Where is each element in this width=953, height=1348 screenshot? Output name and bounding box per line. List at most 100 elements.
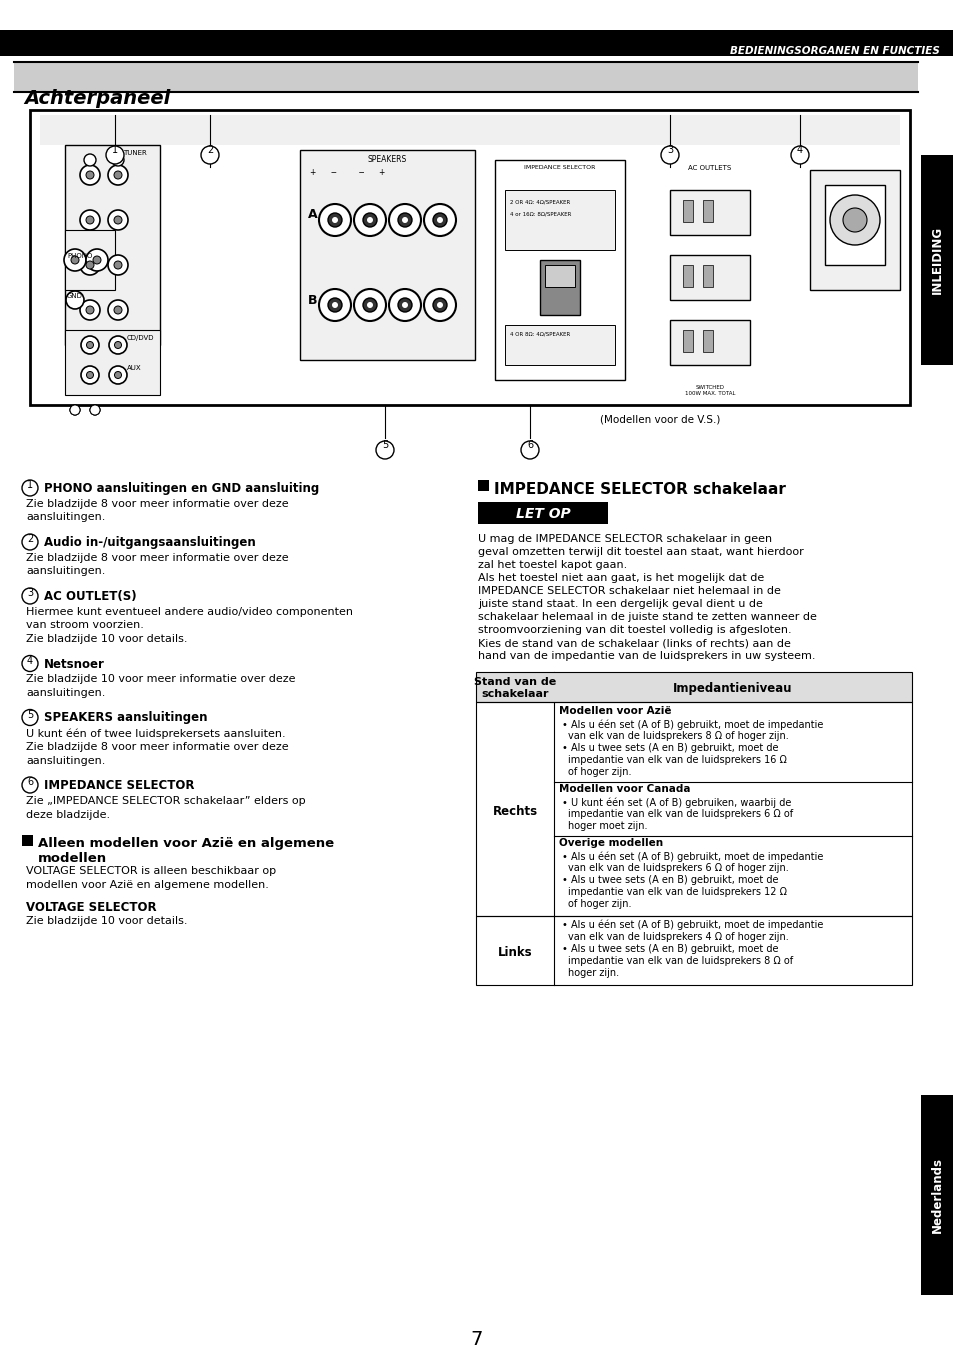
Text: • Als u twee sets (A en B) gebruikt, moet de: • Als u twee sets (A en B) gebruikt, moe… <box>561 944 778 954</box>
Circle shape <box>108 164 128 185</box>
Bar <box>539 260 579 315</box>
Text: Modellen voor Canada: Modellen voor Canada <box>558 785 690 794</box>
Text: 1: 1 <box>27 480 33 491</box>
Text: 6: 6 <box>526 439 533 450</box>
Circle shape <box>108 255 128 275</box>
Text: Zie bladzijde 8 voor meer informatie over deze: Zie bladzijde 8 voor meer informatie ove… <box>26 499 289 510</box>
Text: aansluitingen.: aansluitingen. <box>26 687 105 698</box>
Text: IMPEDANCE SELECTOR: IMPEDANCE SELECTOR <box>44 779 194 793</box>
Text: impedantie van elk van de luidsprekers 16 Ω: impedantie van elk van de luidsprekers 1… <box>567 755 786 766</box>
Circle shape <box>109 367 127 384</box>
Text: IMPEDANCE SELECTOR schakelaar: IMPEDANCE SELECTOR schakelaar <box>494 483 785 497</box>
Circle shape <box>108 301 128 319</box>
Text: zal het toestel kapot gaan.: zal het toestel kapot gaan. <box>477 559 626 570</box>
Text: AC OUTLETS: AC OUTLETS <box>688 164 731 171</box>
Text: of hoger zijn.: of hoger zijn. <box>567 767 631 776</box>
Text: Netsnoer: Netsnoer <box>44 658 105 670</box>
Text: geval omzetten terwijl dit toestel aan staat, want hierdoor: geval omzetten terwijl dit toestel aan s… <box>477 547 803 557</box>
Bar <box>824 185 884 266</box>
Text: Zie „IMPEDANCE SELECTOR schakelaar” elders op: Zie „IMPEDANCE SELECTOR schakelaar” elde… <box>26 797 305 806</box>
Text: VOLTAGE SELECTOR is alleen beschikbaar op: VOLTAGE SELECTOR is alleen beschikbaar o… <box>26 865 275 876</box>
Bar <box>669 190 749 235</box>
Circle shape <box>318 204 351 236</box>
Bar <box>40 115 899 146</box>
Bar <box>669 319 749 365</box>
Text: Stand van de
schakelaar: Stand van de schakelaar <box>474 677 556 700</box>
Text: impedantie van elk van de luidsprekers 8 Ω of: impedantie van elk van de luidsprekers 8… <box>567 956 792 967</box>
Circle shape <box>87 341 93 349</box>
Text: aansluitingen.: aansluitingen. <box>26 512 105 523</box>
Text: juiste stand staat. In een dergelijk geval dient u de: juiste stand staat. In een dergelijk gev… <box>477 599 762 609</box>
Text: AC OUTLET(S): AC OUTLET(S) <box>44 590 136 603</box>
Bar <box>65 231 115 290</box>
Circle shape <box>389 204 420 236</box>
Circle shape <box>87 372 93 379</box>
Text: LET OP: LET OP <box>516 507 570 520</box>
Text: modellen: modellen <box>38 852 107 865</box>
Circle shape <box>106 146 124 164</box>
Text: van stroom voorzien.: van stroom voorzien. <box>26 620 144 631</box>
Text: B: B <box>308 294 317 306</box>
Circle shape <box>80 164 100 185</box>
Text: of hoger zijn.: of hoger zijn. <box>567 899 631 909</box>
Text: aansluitingen.: aansluitingen. <box>26 566 105 577</box>
Text: hoger moet zijn.: hoger moet zijn. <box>567 821 647 830</box>
Text: hoger zijn.: hoger zijn. <box>567 968 618 979</box>
Circle shape <box>433 213 447 226</box>
Bar <box>476 673 911 702</box>
Text: Zie bladzijde 10 voor details.: Zie bladzijde 10 voor details. <box>26 634 188 644</box>
Circle shape <box>397 298 412 311</box>
Text: 4: 4 <box>27 655 33 666</box>
Text: Hiermee kunt eventueel andere audio/video componenten: Hiermee kunt eventueel andere audio/vide… <box>26 607 353 617</box>
Text: impedantie van elk van de luidsprekers 12 Ω: impedantie van elk van de luidsprekers 1… <box>567 887 786 896</box>
Circle shape <box>22 588 38 604</box>
Text: deze bladzijde.: deze bladzijde. <box>26 810 110 820</box>
Text: 4 or 16Ω: 8Ω/SPEAKER: 4 or 16Ω: 8Ω/SPEAKER <box>510 212 571 217</box>
Text: SPEAKERS: SPEAKERS <box>367 155 406 164</box>
Bar <box>495 160 624 380</box>
Circle shape <box>64 249 86 271</box>
Circle shape <box>113 262 122 270</box>
Bar <box>65 330 160 395</box>
Text: 1: 1 <box>112 146 118 155</box>
Text: 5: 5 <box>27 709 33 720</box>
Bar <box>22 834 33 847</box>
Text: 5: 5 <box>381 439 388 450</box>
Text: van elk van de luidsprekers 8 Ω of hoger zijn.: van elk van de luidsprekers 8 Ω of hoger… <box>567 731 788 741</box>
Bar <box>65 146 160 345</box>
Text: Zie bladzijde 10 voor details.: Zie bladzijde 10 voor details. <box>26 917 188 926</box>
Circle shape <box>90 404 100 415</box>
Circle shape <box>520 441 538 460</box>
Text: Overige modellen: Overige modellen <box>558 838 662 848</box>
Bar <box>30 111 909 404</box>
Circle shape <box>328 298 341 311</box>
Circle shape <box>70 404 80 415</box>
Circle shape <box>332 217 337 222</box>
Text: 4: 4 <box>796 146 802 155</box>
Text: IMPEDANCE SELECTOR schakelaar niet helemaal in de: IMPEDANCE SELECTOR schakelaar niet helem… <box>477 586 781 596</box>
Circle shape <box>790 146 808 164</box>
Text: BEDIENINGSORGANEN EN FUNCTIES: BEDIENINGSORGANEN EN FUNCTIES <box>729 46 939 57</box>
Text: INLEIDING: INLEIDING <box>930 226 943 294</box>
Circle shape <box>109 336 127 355</box>
Circle shape <box>829 195 879 245</box>
Circle shape <box>90 404 100 415</box>
Circle shape <box>423 288 456 321</box>
Circle shape <box>363 298 376 311</box>
Circle shape <box>401 217 408 222</box>
Circle shape <box>22 776 38 793</box>
Text: schakelaar helemaal in de juiste stand te zetten wanneer de: schakelaar helemaal in de juiste stand t… <box>477 612 816 621</box>
Text: aansluitingen.: aansluitingen. <box>26 755 105 766</box>
Circle shape <box>328 213 341 226</box>
Bar <box>920 155 953 365</box>
Circle shape <box>112 154 124 166</box>
Circle shape <box>70 404 80 415</box>
Text: Zie bladzijde 10 voor meer informatie over deze: Zie bladzijde 10 voor meer informatie ov… <box>26 674 295 685</box>
Text: IMPEDANCE SELECTOR: IMPEDANCE SELECTOR <box>524 164 595 170</box>
Circle shape <box>114 341 121 349</box>
Text: van elk van de luidsprekers 6 Ω of hoger zijn.: van elk van de luidsprekers 6 Ω of hoger… <box>567 863 788 874</box>
Bar <box>682 200 692 222</box>
Text: SWITCHED
100W MAX. TOTAL: SWITCHED 100W MAX. TOTAL <box>684 386 735 396</box>
Text: Nederlands: Nederlands <box>930 1157 943 1233</box>
Bar <box>504 325 615 365</box>
